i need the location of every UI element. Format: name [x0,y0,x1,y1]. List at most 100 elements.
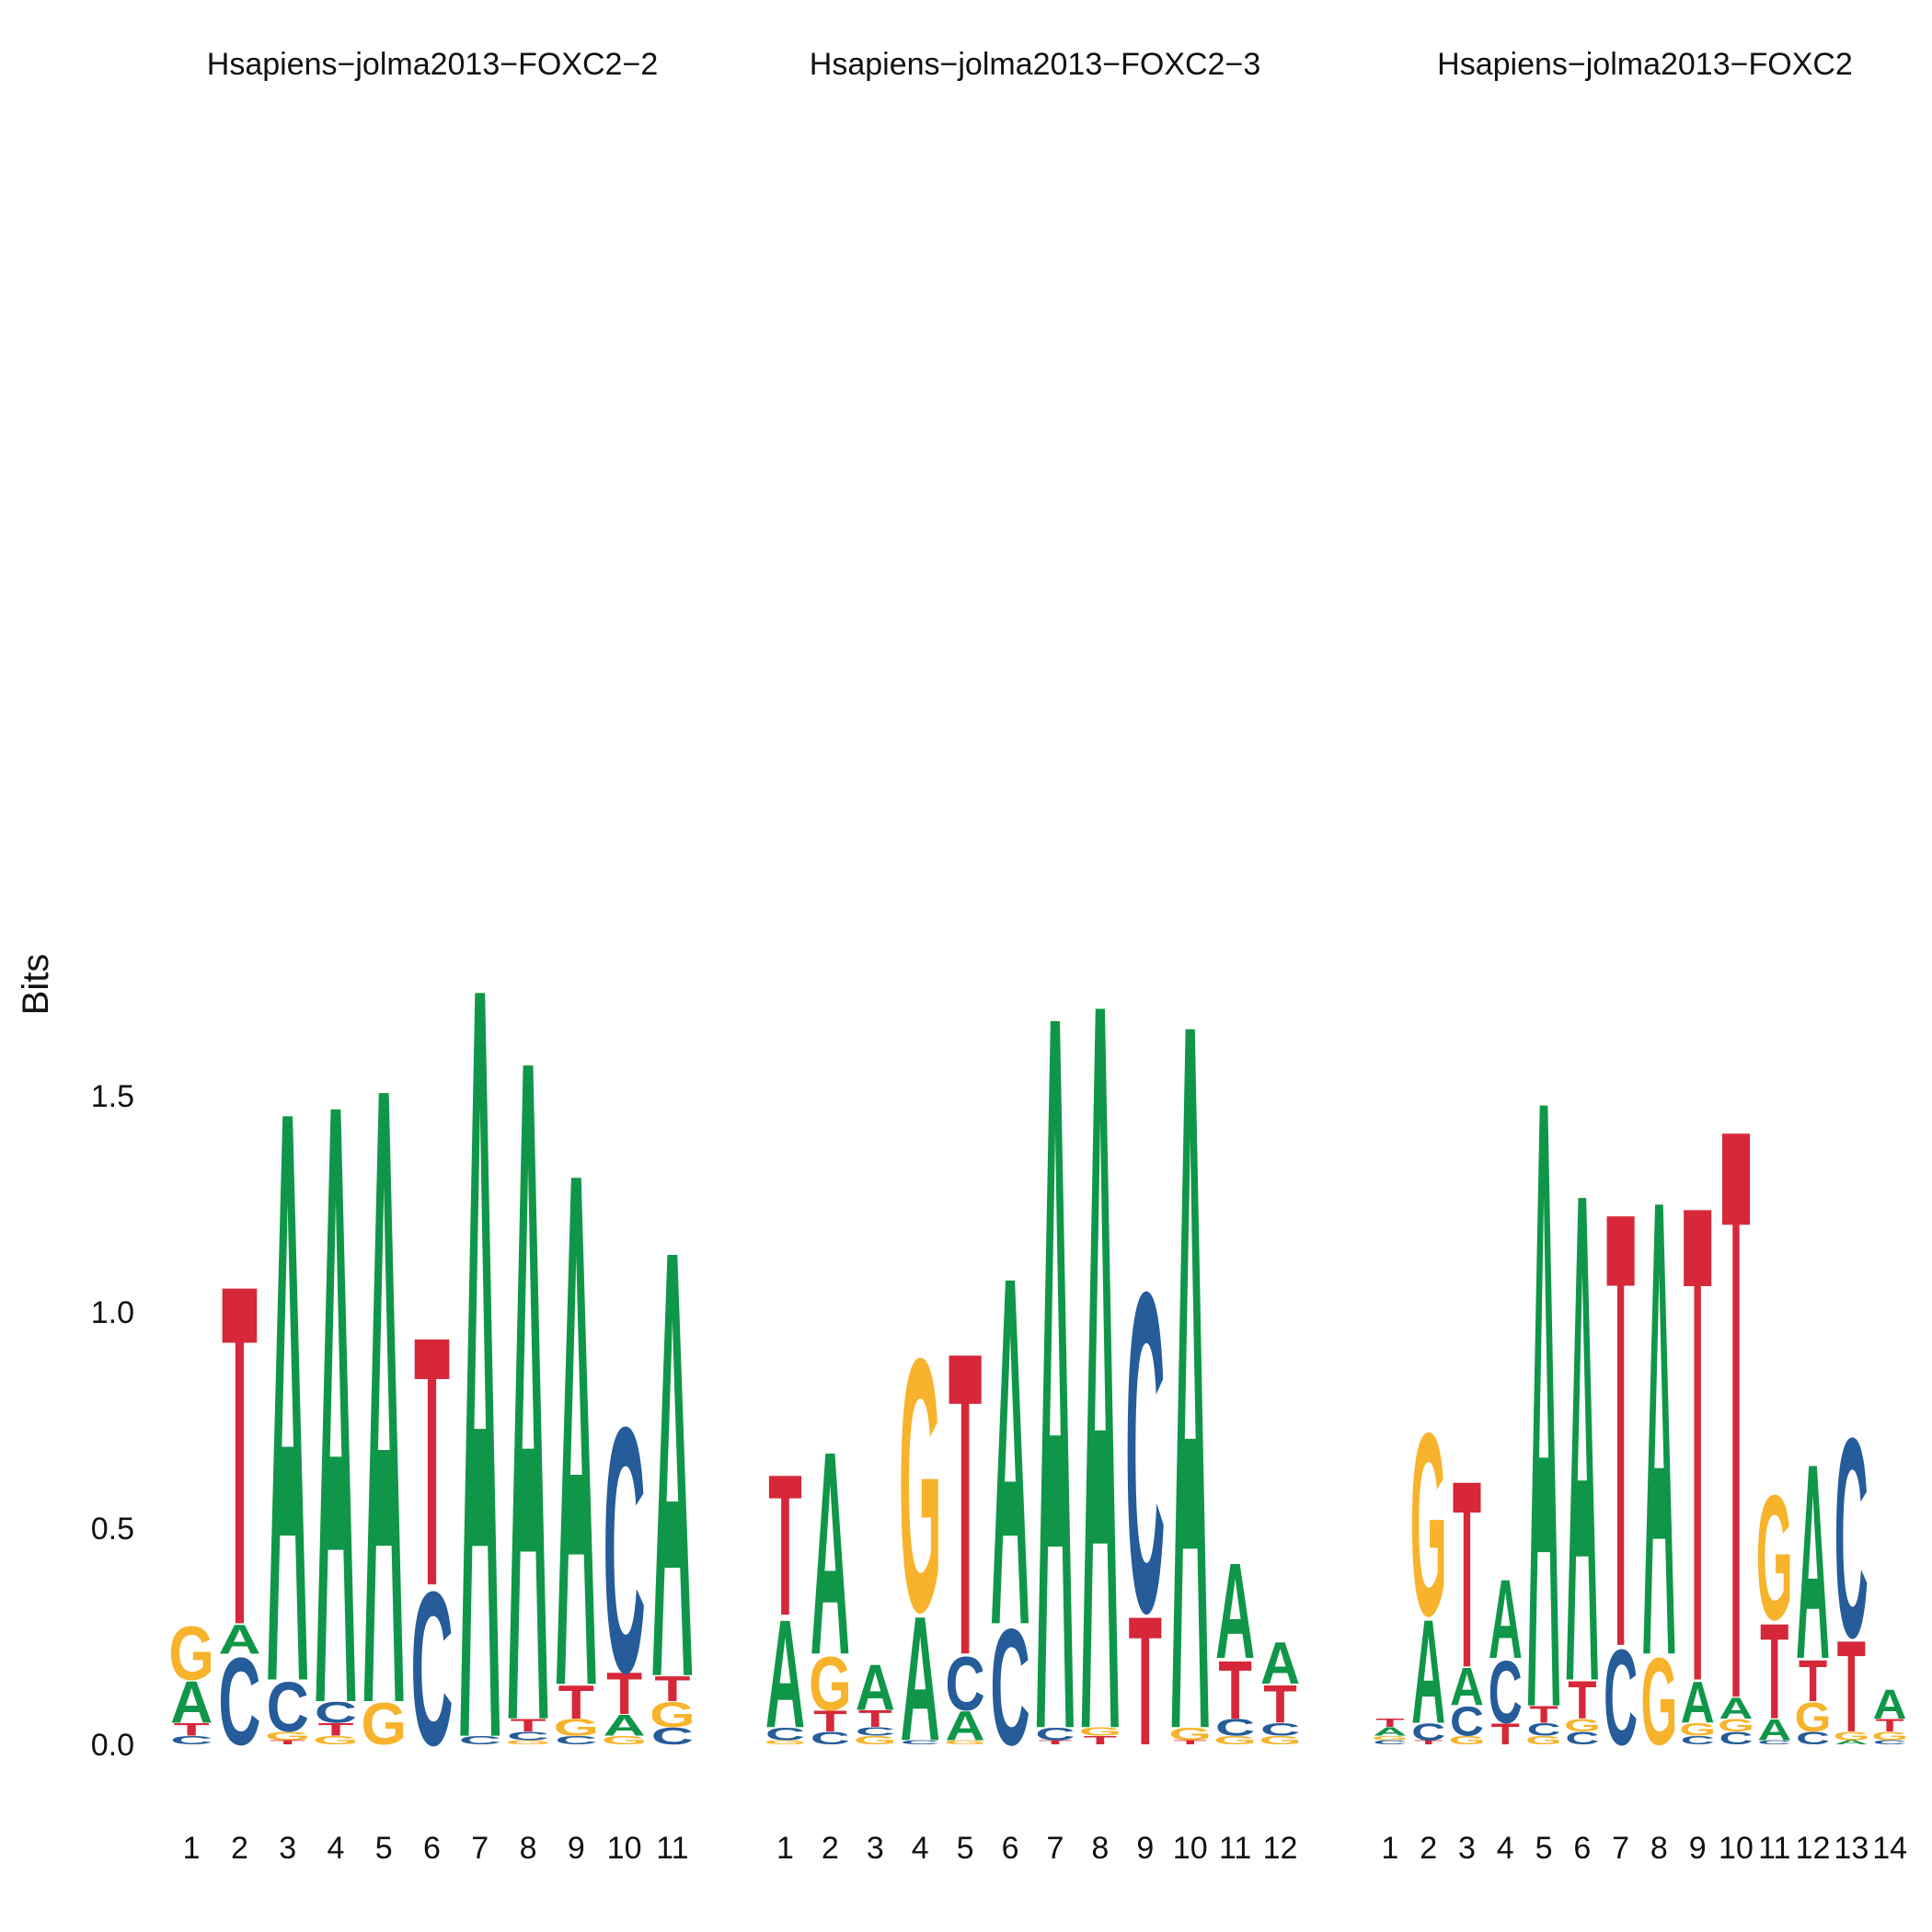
logo-letter-T: T [1453,1426,1481,1725]
logo-letter-T: T [511,1716,546,1736]
logo-letter-A: A [1215,1535,1255,1686]
logo-letter-G: G [168,1610,214,1696]
x-tick-label: 3 [867,1831,884,1866]
y-axis: 0.0 0.5 1.0 1.5 [91,1079,134,1763]
logo-letter-G: G [1079,1725,1122,1738]
logo-letter-A: A [1796,1407,1830,1719]
x-tick-label: 3 [279,1831,296,1866]
logo-letter-A: A [1873,1682,1907,1729]
logo-letter-C: C [1565,1729,1599,1749]
logo-letter-G: G [1795,1695,1832,1742]
logo-letter-C: C [651,1723,694,1750]
logo-letter-A: A [651,1122,694,1805]
logo-letter-C: C [410,1547,453,1792]
logo-letter-G: G [1871,1730,1908,1743]
logo-letter-A: A [267,938,309,1853]
logo-letter-T: T [1491,1718,1520,1751]
x-tick-label: 5 [957,1831,974,1866]
logo-letter-G: G [854,1734,897,1747]
logo-letter-A: A [856,1651,895,1724]
logo-letter-C: C [267,1668,309,1747]
logo-letter-G: G [1833,1730,1869,1743]
logo-letter-T: T [414,1262,450,1661]
logo-letter-C: C [1411,1719,1445,1745]
logo-letter-A: A [1080,784,1120,1932]
logo-letter-T: T [270,1739,305,1745]
logo-letter-A: A [1681,1670,1715,1736]
y-tick-label: 0.0 [91,1728,134,1763]
logo-letter-A: A [459,760,501,1932]
logo-letter-C: C [1035,1724,1075,1743]
panel-title: Hsapiens−jolma2013−FOXC2 [1437,47,1853,82]
logo-letter-C: C [1527,1720,1561,1741]
logo-letter-T: T [654,1670,690,1709]
logo-letter-T: T [1129,1579,1163,1785]
logo-letter-G: G [1564,1716,1601,1736]
logo-letter-T: T [949,1262,983,1746]
logo-panels: Hsapiens−jolma2013−FOXC2−21CTAG2CAT3TGCA… [168,47,1908,1932]
x-tick-label: 4 [327,1831,344,1866]
logo-panel-2: Hsapiens−jolma2013−FOXC2−31GCAT2CTGA3GCT… [764,47,1302,1932]
logo-letter-T: T [1684,1063,1712,1824]
logo-letter-G: G [1756,1458,1793,1657]
logo-letter-A: A [1489,1556,1523,1682]
logo-letter-C: C [555,1733,597,1747]
logo-letter-A: A [555,1019,597,1840]
logo-letter-C: C [901,1739,940,1745]
logo-letter-G: G [899,1282,942,1687]
x-tick-label: 13 [1834,1831,1869,1866]
logo-letter-T: T [858,1706,892,1732]
logo-letter-A: A [1450,1658,1484,1718]
logo-letter-G: G [809,1641,852,1727]
logo-letter-A: A [1719,1692,1754,1725]
x-tick-label: 6 [1002,1831,1019,1866]
logo-letter-A: A [1035,799,1075,1932]
x-tick-label: 11 [1219,1831,1251,1866]
logo-letter-C: C [811,1729,850,1748]
x-tick-label: 10 [607,1831,642,1866]
logo-letter-T: T [768,1434,802,1659]
logo-letter-G: G [505,1739,551,1745]
logo-letter-A: A [218,1616,260,1663]
logo-letter-A: A [811,1391,850,1716]
logo-letter-C: C [1681,1733,1715,1747]
logo-letter-C: C [170,1733,213,1747]
logo-letter-C: C [218,1632,260,1771]
logo-letter-G: G [553,1715,599,1742]
logo-letter-C: C [1604,1623,1638,1774]
logo-letter-A: A [1527,917,1561,1892]
logo-letter-G: G [313,1733,359,1747]
x-tick-label: 4 [1497,1831,1514,1866]
y-tick-label: 0.5 [91,1512,134,1547]
x-tick-label: 14 [1872,1831,1907,1866]
x-tick-label: 8 [520,1831,537,1866]
logo-letter-G: G [650,1696,696,1735]
x-tick-label: 7 [1612,1831,1629,1866]
logo-letter-G: G [1410,1379,1447,1671]
logo-letter-T: T [813,1706,847,1739]
x-tick-label: 9 [568,1831,585,1866]
logo-letter-T: T [317,1719,353,1740]
logo-letter-G: G [1372,1734,1409,1741]
logo-letter-A: A [1170,810,1210,1932]
x-tick-label: 5 [1535,1831,1553,1866]
logo-letter-T: T [1876,1716,1905,1736]
logo-letter-A: A [1373,1725,1407,1739]
x-tick-label: 8 [1091,1831,1109,1866]
y-axis-label: Bits [16,954,56,1016]
logo-letter-T: T [1721,957,1750,1871]
logo-letter-T: T [1375,1716,1405,1730]
logo-letter-C: C [1373,1739,1407,1745]
x-tick-label: 2 [231,1831,248,1866]
logo-letter-A: A [1757,1714,1791,1747]
x-tick-label: 10 [1719,1831,1754,1866]
x-tick-label: 10 [1173,1831,1208,1866]
logo-letter-G: G [1168,1724,1212,1743]
logo-letter-G: G [361,1691,407,1757]
logo-letter-C: C [604,1354,646,1745]
logo-letter-A: A [1642,1063,1676,1792]
logo-letter-A: A [1260,1631,1300,1697]
panel-title: Hsapiens−jolma2013−FOXC2−2 [207,47,658,82]
x-tick-label: 8 [1650,1831,1668,1866]
